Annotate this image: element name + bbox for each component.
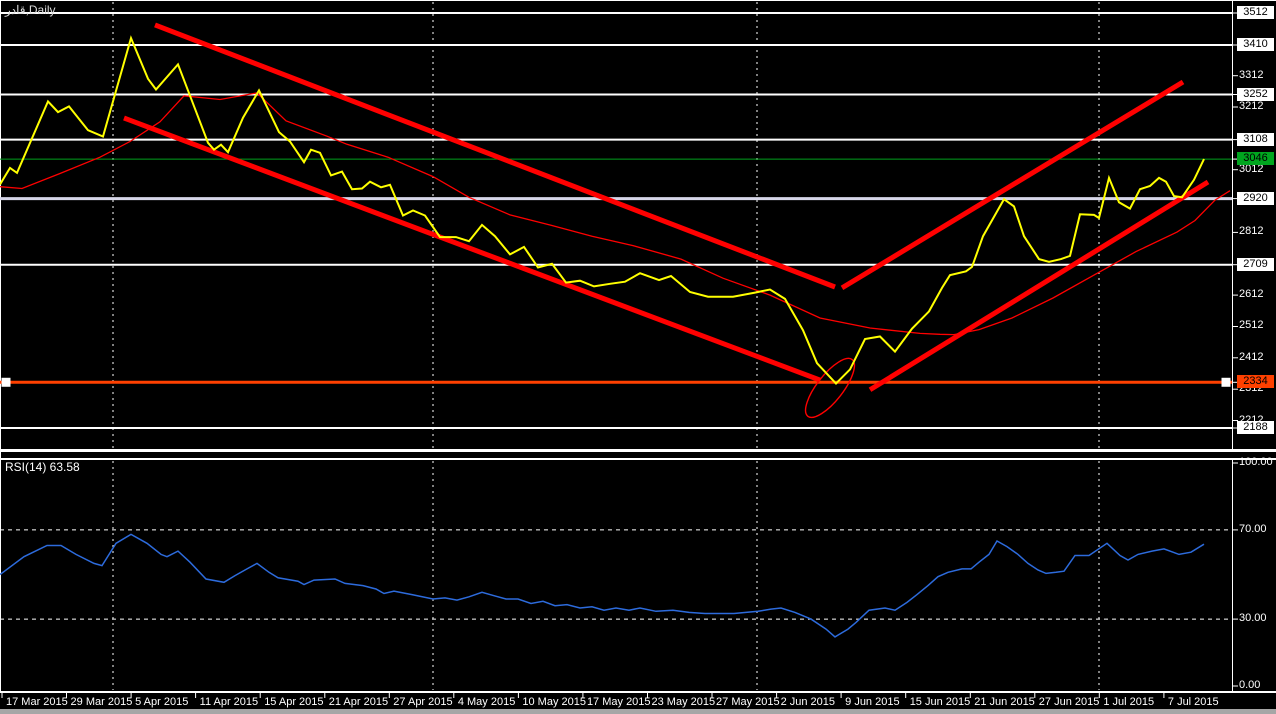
date-label: 9 Jun 2015 — [845, 696, 900, 708]
price-label-2188: 2188 — [1237, 421, 1274, 435]
price-label-3312: 3312 — [1239, 68, 1264, 81]
price-label-2412: 2412 — [1239, 350, 1264, 363]
rsi-panel-top-border — [0, 458, 1276, 460]
symbol-timeframe-label: قادر,Daily — [5, 3, 56, 17]
trendline-up-lower[interactable] — [868, 179, 1210, 392]
date-label: 4 May 2015 — [457, 696, 516, 708]
date-label: 21 Jun 2015 — [974, 696, 1035, 708]
date-label: 27 May 2015 — [716, 696, 780, 708]
alert-price-label: 2334 — [1237, 375, 1274, 389]
date-label: 7 Jul 2015 — [1167, 696, 1219, 708]
date-label: 15 Apr 2015 — [264, 696, 324, 708]
price-label-2512: 2512 — [1239, 319, 1264, 332]
window-bottom-strip — [0, 709, 1276, 714]
date-label: 10 May 2015 — [522, 696, 586, 708]
date-label: 11 Apr 2015 — [199, 696, 259, 708]
hline-handle-left[interactable] — [1, 377, 11, 387]
price-label-2709: 2709 — [1237, 257, 1274, 271]
date-label: 23 May 2015 — [651, 696, 716, 708]
rsi-indicator-label: RSI(14) 63.58 — [5, 460, 80, 474]
date-label: 21 Apr 2015 — [328, 696, 389, 708]
date-label: 17 May 2015 — [586, 696, 651, 708]
date-label: 15 Jun 2015 — [909, 696, 971, 708]
price-label-3108: 3108 — [1237, 132, 1274, 146]
rsi-tick-label-0: 0.00 — [1239, 679, 1261, 691]
date-label: 5 Apr 2015 — [135, 696, 189, 708]
ma-line — [0, 92, 1231, 336]
hline-handle-right[interactable] — [1221, 377, 1231, 387]
current-price-label: 3046 — [1237, 152, 1274, 166]
panel-separator[interactable] — [0, 449, 1276, 452]
price-label-2612: 2612 — [1239, 288, 1264, 301]
price-label-3212: 3212 — [1239, 100, 1264, 113]
low-ellipse-annotation[interactable] — [798, 352, 863, 425]
rsi-tick-label-30: 30.00 — [1239, 612, 1267, 625]
date-label: 2 Jun 2015 — [780, 696, 836, 708]
rsi-tick-label-100: 100.00 — [1239, 456, 1273, 468]
date-label: 27 Apr 2015 — [393, 696, 453, 708]
date-label: 29 Mar 2015 — [70, 696, 133, 708]
price-label-3410: 3410 — [1237, 37, 1274, 51]
rsi-line — [0, 533, 1205, 638]
date-label: 1 Jul 2015 — [1103, 696, 1155, 708]
date-label: 17 Mar 2015 — [6, 696, 68, 708]
trendline-down-upper[interactable] — [154, 22, 836, 290]
price-label-3252: 3252 — [1237, 87, 1274, 101]
price-label-3512: 3512 — [1237, 6, 1274, 19]
price-label-3012: 3012 — [1239, 162, 1264, 175]
price-label-2920: 2920 — [1237, 191, 1274, 205]
rsi-tick-label-70: 70.00 — [1239, 522, 1267, 535]
trendline-up-upper[interactable] — [840, 79, 1185, 291]
price-line — [0, 35, 1205, 385]
price-label-2812: 2812 — [1239, 225, 1264, 238]
rsi-panel-bottom-border — [0, 691, 1276, 693]
date-label: 27 Jun 2015 — [1038, 696, 1100, 708]
trendline-down-lower[interactable] — [123, 115, 821, 383]
